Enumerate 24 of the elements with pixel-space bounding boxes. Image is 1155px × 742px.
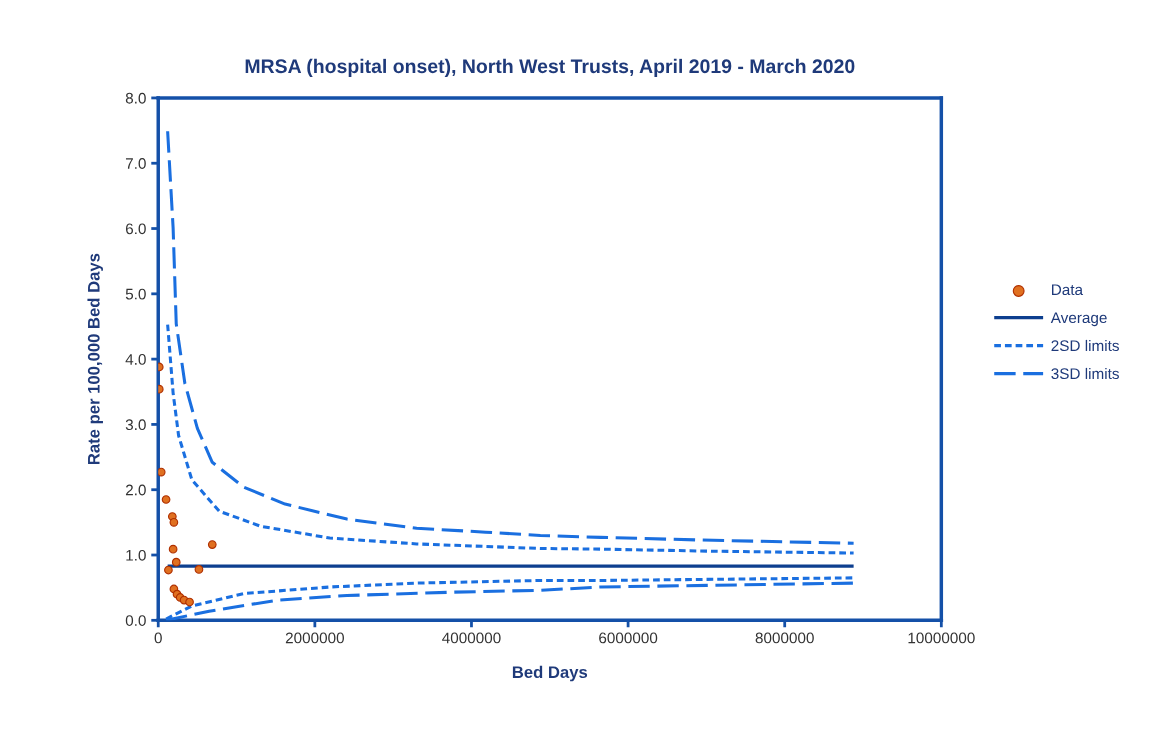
y-tick-label: 5.0: [125, 288, 146, 300]
legend-label: Data: [1052, 284, 1084, 296]
y-tick-label: 2.0: [125, 484, 146, 496]
y-axis-title: Rate per 100,000 Bed Days: [87, 253, 103, 465]
x-tick-label: 6000000: [599, 632, 658, 644]
x-tick-label: 4000000: [442, 632, 501, 644]
y-tick-label: 3.0: [125, 419, 146, 431]
chart-title: MRSA (hospital onset), North West Trusts, April 2019 - March 2020: [245, 58, 855, 77]
y-tick-label: 4.0: [125, 354, 146, 365]
x-tick-label: 2000000: [285, 632, 344, 644]
line-series: [166, 322, 856, 555]
y-tick-label: 6.0: [125, 223, 146, 235]
legend-label: 3SD limits: [1051, 367, 1119, 380]
x-tick-label: 10000000: [908, 632, 975, 644]
x-tick-label: 8000000: [755, 632, 814, 644]
x-axis-title: Bed Days: [512, 665, 588, 682]
y-tick-label: 8.0: [125, 92, 146, 104]
x-tick-label: 0: [154, 632, 162, 644]
y-tick-label: 0.0: [125, 615, 146, 626]
legend-label: 2SD limits: [1051, 339, 1119, 352]
legend-label: Average: [1050, 312, 1107, 327]
y-tick-label: 1.0: [126, 549, 146, 561]
line-series: [166, 129, 856, 545]
y-tick-label: 7.0: [125, 158, 146, 169]
